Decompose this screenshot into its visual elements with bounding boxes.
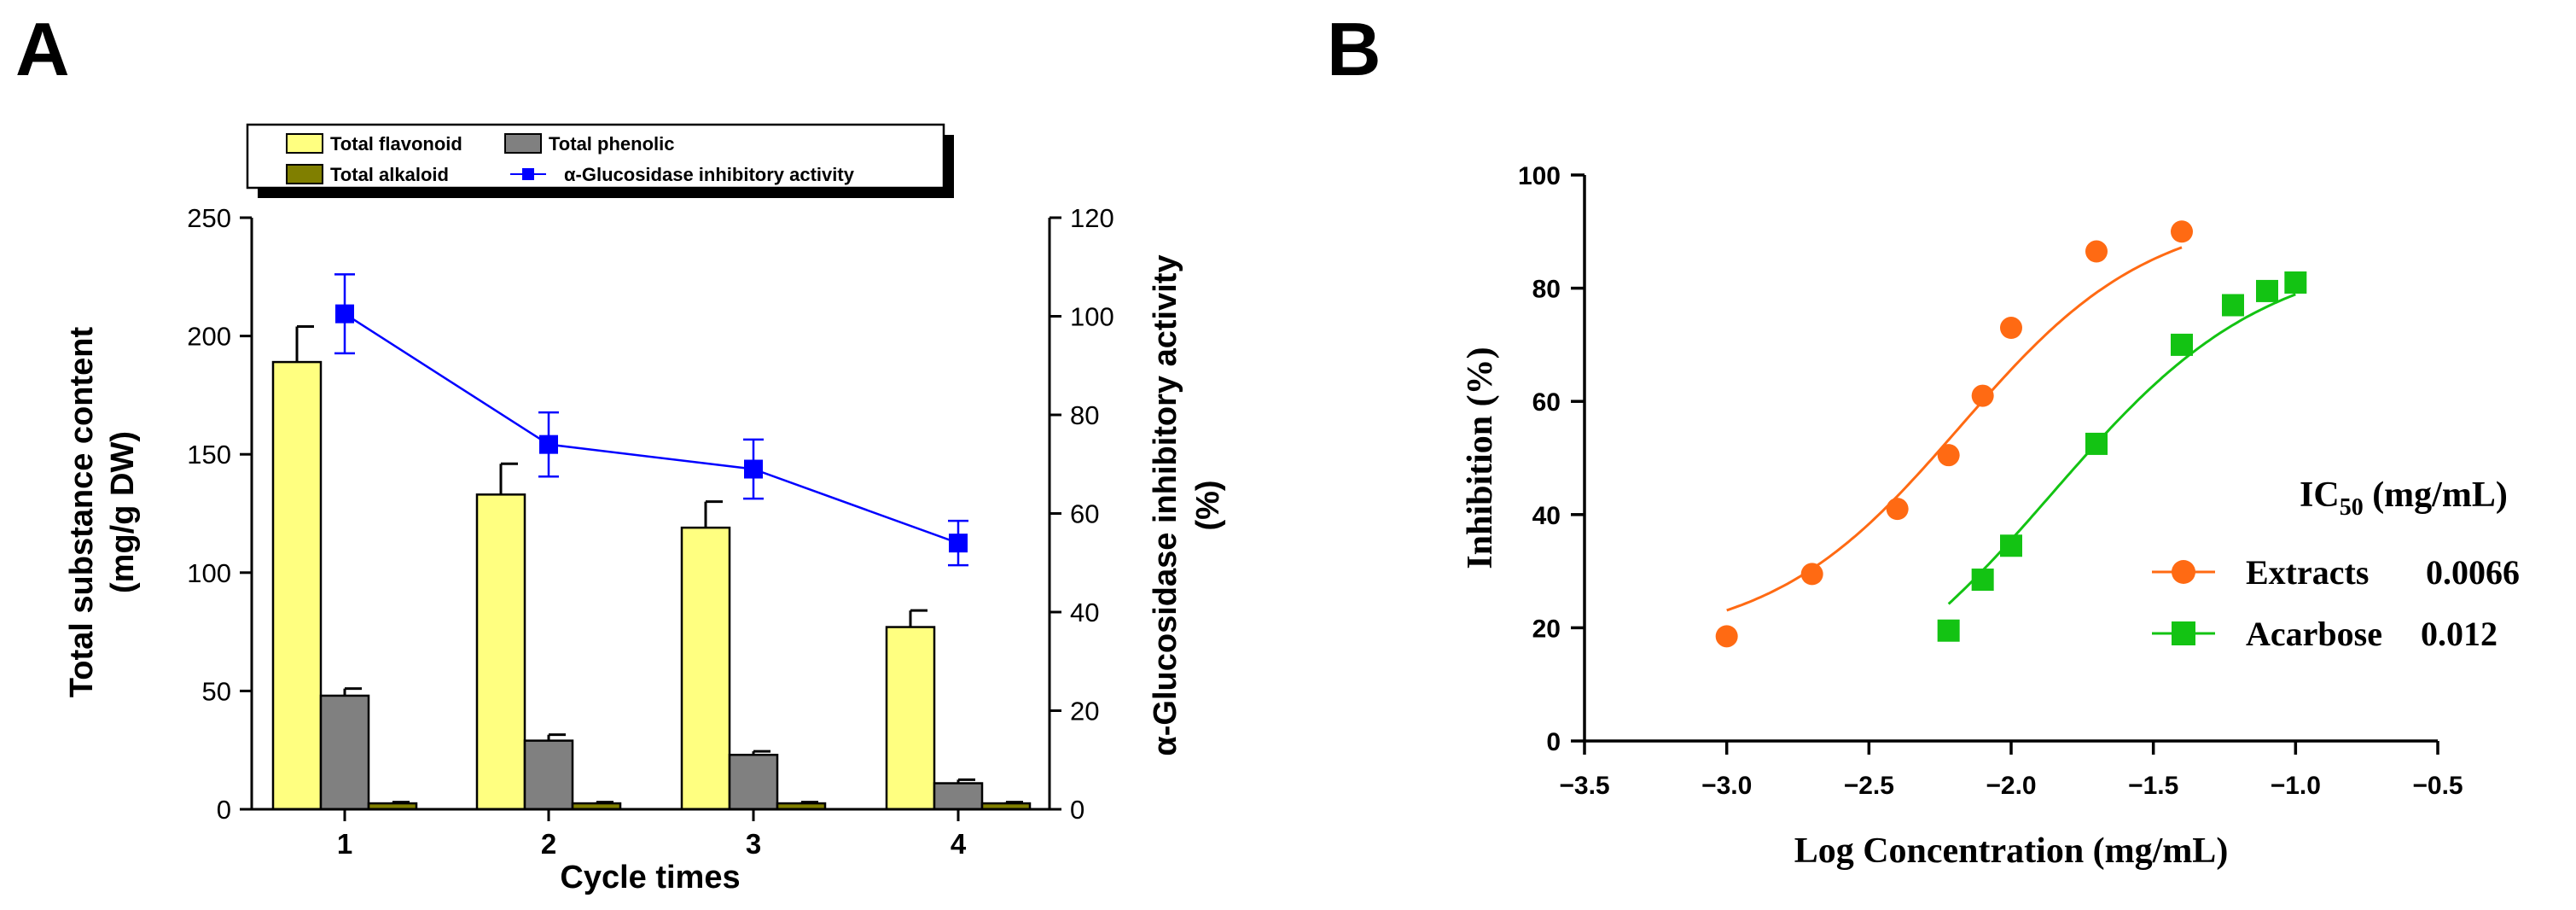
x-tick-label: −1.0 <box>2271 772 2321 800</box>
y-tick-label: 60 <box>1532 388 1561 417</box>
legend-swatch <box>504 133 542 154</box>
y2-tick-label: 100 <box>1070 302 1114 332</box>
y-tick-label: 40 <box>1532 502 1561 530</box>
bar <box>933 782 984 811</box>
data-point <box>2085 240 2108 263</box>
legend-marker <box>2172 560 2195 584</box>
legend-label: Total phenolic <box>549 133 674 155</box>
x-tick-label: −2.0 <box>1986 772 2036 800</box>
legend-a: Total flavonoid Total phenolic Total alkal… <box>246 123 954 198</box>
legend-label: Total alkaloid <box>330 164 449 185</box>
activity-point <box>335 304 354 324</box>
panel-label-b: B <box>1327 7 1381 91</box>
data-point <box>2284 271 2307 294</box>
activity-point <box>949 534 968 553</box>
data-point <box>2256 279 2278 302</box>
data-point <box>2222 294 2244 317</box>
data-point <box>2171 333 2193 356</box>
legend-header-part: (mg/mL) <box>2364 475 2508 515</box>
y-axis-title: Inhibition (%) <box>1461 347 1500 569</box>
y-tick-label: 0 <box>217 795 231 825</box>
data-point <box>1971 384 1994 407</box>
x-tick-label: −3.5 <box>1559 772 1609 800</box>
activity-line <box>344 312 959 545</box>
y2-tick-label: 40 <box>1070 598 1099 627</box>
legend-marker <box>522 168 534 180</box>
y2-tick-label: 120 <box>1070 203 1114 233</box>
x-axis-title: Log Concentration (mg/mL) <box>1794 831 2229 871</box>
activity-point <box>744 459 763 479</box>
legend-label: Extracts <box>2246 553 2369 592</box>
bar <box>728 753 779 811</box>
data-point <box>1800 563 1823 586</box>
y-axis-title: Total substance content (mg/g DW) <box>64 327 141 698</box>
x-tick-label: 1 <box>337 828 352 860</box>
x-tick-label: −2.5 <box>1844 772 1894 800</box>
bar <box>475 493 526 811</box>
bar <box>271 360 323 811</box>
legend-label: α-Glucosidase inhibitory activity <box>564 164 855 185</box>
bar <box>885 626 936 811</box>
legend-box <box>246 123 945 190</box>
data-point <box>1886 498 1909 521</box>
legend-b: IC50 (mg/mL) Extracts 0.0066 Acarbose 0.012 <box>2152 475 2520 653</box>
y2-axis-title-line: (%) <box>1190 480 1226 530</box>
x-tick-label: 3 <box>746 828 761 860</box>
bar <box>319 694 370 811</box>
y-tick-label: 50 <box>202 676 231 706</box>
y-tick-label: 20 <box>1532 615 1561 643</box>
data-point <box>1715 625 1738 648</box>
y2-axis-title: α-Glucosidase inhibitory activity (%) <box>1148 254 1226 755</box>
data-point <box>1937 619 1960 642</box>
y2-axis-title-line: α-Glucosidase inhibitory activity <box>1148 254 1183 755</box>
y-axis-title-line: Total substance content <box>64 327 100 698</box>
data-point <box>1971 569 1994 592</box>
data-point <box>2085 432 2108 455</box>
y2-tick-label: 60 <box>1070 499 1099 529</box>
legend-swatch <box>286 164 323 184</box>
y-tick-label: 100 <box>1518 162 1561 190</box>
x-tick-label: 4 <box>951 828 967 860</box>
data-point <box>2000 317 2022 340</box>
data-point <box>2171 220 2193 243</box>
y-tick-label: 250 <box>187 203 231 233</box>
y-tick-label: 100 <box>187 558 231 588</box>
chart-a: 0 50 100 150 200 250 0 20 40 60 80 100 120 1 2 3 4 Cycle … <box>64 123 1226 895</box>
y-axis-title-line: (mg/g DW) <box>105 431 141 593</box>
legend-ic50: 0.012 <box>2421 615 2497 653</box>
x-tick-label: −1.5 <box>2128 772 2178 800</box>
legend-label: Total flavonoid <box>330 133 462 155</box>
legend-swatch <box>286 133 323 154</box>
y-tick-label: 150 <box>187 440 231 470</box>
data-point <box>2000 534 2022 557</box>
legend-label: Acarbose <box>2246 615 2382 653</box>
x-axis-title: Cycle times <box>560 860 740 895</box>
fit-curve <box>1726 246 2183 612</box>
y2-tick-label: 20 <box>1070 697 1099 726</box>
panel-label-a: A <box>15 7 70 91</box>
bar <box>680 526 731 811</box>
legend-header: IC50 (mg/mL) <box>2300 475 2508 521</box>
chart-b: 0 20 40 60 80 100 −3.5 −3.0 −2.5 −2.0 −1.5 −1.0 −0.5… <box>1461 162 2520 871</box>
y-tick-label: 0 <box>1546 728 1561 756</box>
y-tick-label: 200 <box>187 322 231 352</box>
x-tick-label: −3.0 <box>1701 772 1752 800</box>
data-point <box>1937 444 1960 467</box>
x-tick-label: 2 <box>541 828 556 860</box>
legend-marker <box>2172 621 2195 645</box>
fit-curve <box>1947 293 2296 605</box>
legend-header-part: 50 <box>2340 494 2364 521</box>
x-tick-label: −0.5 <box>2412 772 2463 800</box>
legend-header-part: IC <box>2300 475 2340 515</box>
y-tick-label: 80 <box>1532 276 1561 304</box>
legend-ic50: 0.0066 <box>2426 553 2520 592</box>
y2-tick-label: 80 <box>1070 400 1099 430</box>
activity-point <box>539 435 558 454</box>
y2-tick-label: 0 <box>1070 795 1084 825</box>
bar <box>523 739 574 811</box>
